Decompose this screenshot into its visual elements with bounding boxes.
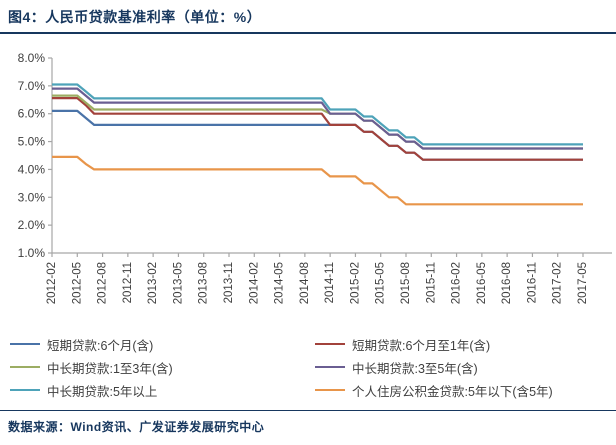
x-axis-tick-label: 2013-11	[223, 262, 235, 303]
x-axis-tick-label: 2014-02	[248, 262, 260, 304]
y-axis-tick-label: 5.0%	[18, 135, 46, 149]
legend-line-swatch	[315, 366, 345, 368]
x-axis-tick-label: 2017-02	[552, 262, 564, 304]
x-axis-tick-label: 2012-05	[71, 262, 83, 304]
legend-item: 中长期贷款:1至3年(含)	[10, 359, 315, 376]
legend-item-label: 中长期贷款:3至5年(含)	[352, 361, 478, 376]
x-axis-tick-label: 2012-11	[122, 262, 134, 303]
x-axis-tick-label: 2016-02	[451, 262, 463, 304]
legend-item: 短期贷款:6个月(含)	[10, 336, 315, 353]
x-axis-tick-label: 2015-02	[349, 262, 361, 304]
y-axis-tick-label: 2.0%	[18, 218, 46, 232]
x-axis-tick-label: 2016-08	[501, 262, 513, 304]
x-axis-tick-label: 2014-05	[274, 262, 286, 304]
series-line	[52, 96, 583, 161]
legend-line-swatch	[10, 389, 40, 391]
chart-legend: 短期贷款:6个月(含) 短期贷款:6个月至1年(含) 中长期贷款:1至3年(含) 中长…	[0, 328, 616, 399]
x-axis-tick-label: 2013-05	[172, 262, 184, 304]
data-source-note: 数据来源：Wind资讯、广发证券发展研究中心	[8, 420, 265, 434]
y-axis-tick-label: 6.0%	[18, 107, 46, 121]
legend-line-swatch	[10, 343, 40, 345]
legend-item: 中长期贷款:5年以上	[10, 382, 315, 399]
figure-title: 图4：人民币贷款基准利率（单位：%）	[8, 9, 262, 25]
legend-line-swatch	[315, 343, 345, 345]
x-axis-tick-label: 2017-05	[577, 262, 589, 304]
y-axis-tick-label: 1.0%	[18, 246, 46, 260]
y-axis-tick-label: 7.0%	[18, 79, 46, 93]
line-chart: 8.0% 7.0% 6.0% 5.0% 4.0% 3.0% 2.0% 1.0%2012-02 2…	[18, 51, 612, 304]
legend-item-label: 短期贷款:6个月(含)	[47, 338, 154, 353]
series-line	[52, 83, 583, 146]
y-axis-tick-label: 4.0%	[18, 162, 46, 176]
legend-item: 中长期贷款:3至5年(含)	[315, 359, 612, 376]
series-line	[52, 155, 583, 206]
legend-line-swatch	[315, 389, 345, 391]
series-line	[52, 109, 583, 161]
legend-item-label: 中长期贷款:1至3年(含)	[47, 361, 173, 376]
footer-divider	[0, 410, 616, 411]
x-axis-tick-label: 2015-08	[400, 262, 412, 304]
legend-item: 短期贷款:6个月至1年(含)	[315, 336, 612, 353]
x-axis-tick-label: 2012-08	[97, 262, 109, 304]
x-axis-tick-label: 2014-11	[324, 262, 336, 303]
x-axis-tick-label: 2014-08	[299, 262, 311, 304]
x-axis-tick-label: 2015-05	[375, 262, 387, 304]
legend-item-label: 短期贷款:6个月至1年(含)	[352, 338, 491, 353]
legend-item-label: 个人住房公积金贷款:5年以下(含5年)	[352, 384, 553, 399]
x-axis-tick-label: 2015-11	[425, 262, 437, 303]
x-axis-tick-label: 2013-02	[147, 262, 159, 304]
x-axis-tick-label: 2016-11	[526, 262, 538, 303]
series-line	[52, 87, 583, 150]
x-axis-tick-label: 2013-08	[198, 262, 210, 304]
legend-line-swatch	[10, 366, 40, 368]
chart-area: 8.0% 7.0% 6.0% 5.0% 4.0% 3.0% 2.0% 1.0% 2012-02 2…	[0, 36, 616, 328]
figure-header: 图4：人民币贷款基准利率（单位：%）	[0, 0, 616, 34]
y-axis-tick-label: 8.0%	[18, 51, 46, 65]
x-axis-tick-label: 2012-02	[46, 262, 58, 304]
legend-item-label: 中长期贷款:5年以上	[47, 384, 158, 399]
y-axis-tick-label: 3.0%	[18, 190, 46, 204]
x-axis-tick-label: 2016-05	[476, 262, 488, 304]
legend-item: 个人住房公积金贷款:5年以下(含5年)	[315, 382, 612, 399]
